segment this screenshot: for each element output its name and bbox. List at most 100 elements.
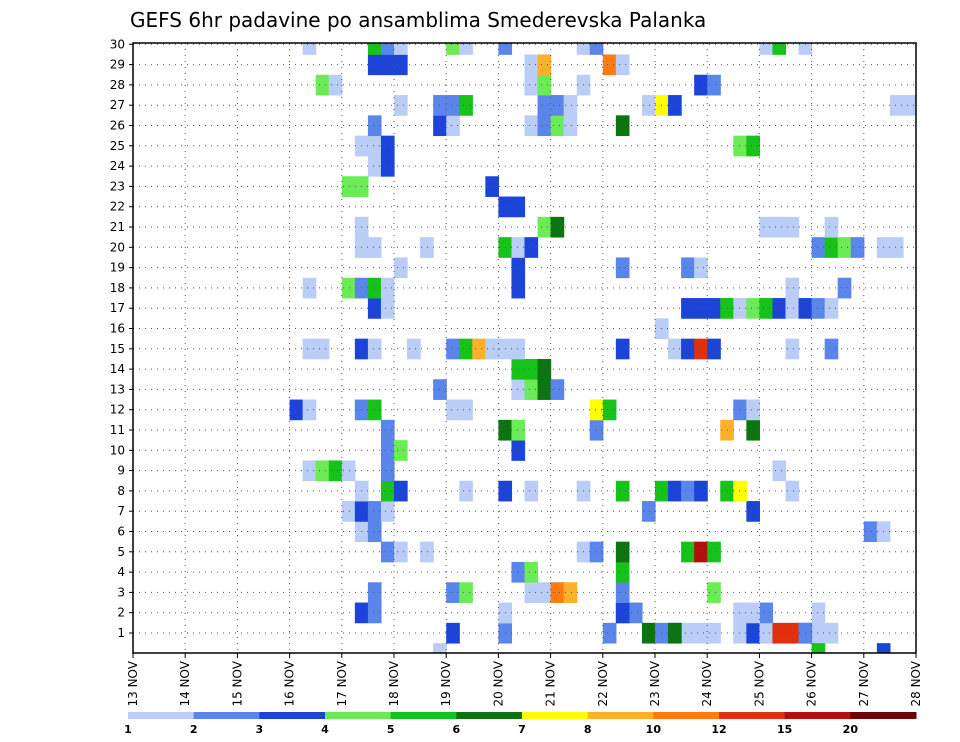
x-tick-label: 23 NOV [648,660,662,706]
heatmap-cell [746,419,760,441]
heatmap-cell [380,54,395,76]
heatmap-cell [589,419,604,441]
heatmap-cell [459,43,473,55]
colorbar-swatch [522,712,589,719]
heatmap-cell [824,298,839,319]
heatmap-cell [824,622,839,644]
heatmap-cell [524,115,539,137]
heatmap-cell [668,480,682,502]
heatmap-cell [550,95,565,116]
heatmap-cell [394,54,408,76]
heatmap-cell [772,43,787,55]
heatmap-cell [446,115,460,137]
heatmap-cell [550,379,565,400]
heatmap-cell [889,95,904,116]
heatmap-cell [380,460,395,482]
y-tick-label: 17 [110,301,125,315]
y-tick-label: 18 [110,281,125,295]
heatmap-cell [420,237,434,258]
heatmap-cell [380,440,395,461]
heatmap-cell [668,338,682,360]
heatmap-cell [615,257,630,279]
heatmap-cell [341,176,356,197]
heatmap-cell [602,399,617,421]
heatmap-cell [367,582,382,603]
y-tick-label: 20 [110,240,125,254]
heatmap-cell [668,622,682,644]
y-tick-label: 12 [110,403,125,417]
heatmap-cell [694,541,708,563]
heatmap-cell [746,298,760,319]
heatmap-cell [707,541,721,563]
heatmap-cell [811,602,826,624]
heatmap-cell [367,501,382,522]
colorbar-swatch [784,712,851,719]
heatmap-cell [615,54,630,76]
heatmap-cell [798,43,813,55]
heatmap-cell [681,257,695,279]
heatmap-cell [668,95,682,116]
heatmap-cell [380,43,395,55]
heatmap-cell [681,622,695,644]
heatmap-cell [367,115,382,137]
heatmap-cell [407,338,421,360]
y-tick-label: 22 [110,200,125,214]
heatmap-cell [681,338,695,360]
heatmap-cell [394,541,408,563]
colorbar-swatch [653,712,720,719]
colorbar-label: 1 [124,723,132,736]
heatmap-cell [641,95,656,116]
heatmap-cell [824,237,839,258]
colorbar-label: 15 [777,723,792,736]
heatmap-cell [772,460,787,482]
heatmap-cell [341,277,356,299]
x-tick-label: 21 NOV [544,660,558,706]
heatmap-cell [694,622,708,644]
y-tick-label: 9 [117,464,125,478]
heatmap-cell [863,521,878,543]
heatmap-cell [367,338,382,360]
heatmap-cell [367,155,382,177]
heatmap-cell [615,480,630,502]
y-tick-label: 13 [110,382,125,396]
heatmap-cell [694,257,708,279]
heatmap-cell [289,399,304,421]
heatmap-cell [550,216,565,238]
heatmap-cell [681,298,695,319]
colorbar-label: 20 [843,723,859,736]
heatmap-cell [641,622,656,644]
colorbar-label: 6 [453,723,461,736]
heatmap-cells [289,43,917,654]
heatmap-cell [615,582,630,603]
y-tick-label: 23 [110,179,125,193]
y-tick-label: 19 [110,261,125,275]
heatmap-cell [694,480,708,502]
y-tick-label: 4 [117,565,125,579]
colorbar-swatch [193,712,260,719]
heatmap-cell [537,74,552,96]
heatmap-cell [537,582,552,603]
y-tick-label: 10 [110,443,125,457]
heatmap-cell [824,338,839,360]
colorbar-label: 7 [518,723,526,736]
heatmap-cell [746,622,760,644]
heatmap-cell [772,216,787,238]
x-tick-label: 26 NOV [805,660,819,706]
heatmap-cell [367,237,382,258]
heatmap-cell [563,115,578,137]
y-tick-label: 1 [117,626,125,640]
heatmap-cell [785,298,800,319]
heatmap-cell [380,480,395,502]
x-tick-label: 17 NOV [335,660,349,706]
heatmap-cell [824,216,839,238]
heatmap-cell [485,338,499,360]
heatmap-cell [563,95,578,116]
heatmap-cell [511,379,526,400]
x-tick-label: 22 NOV [596,660,610,706]
heatmap-cell [302,338,317,360]
heatmap-cell [681,541,695,563]
heatmap-cell [733,480,747,502]
heatmap-cell [380,135,395,157]
colorbar-swatch [850,712,917,719]
heatmap-cell [550,115,565,137]
